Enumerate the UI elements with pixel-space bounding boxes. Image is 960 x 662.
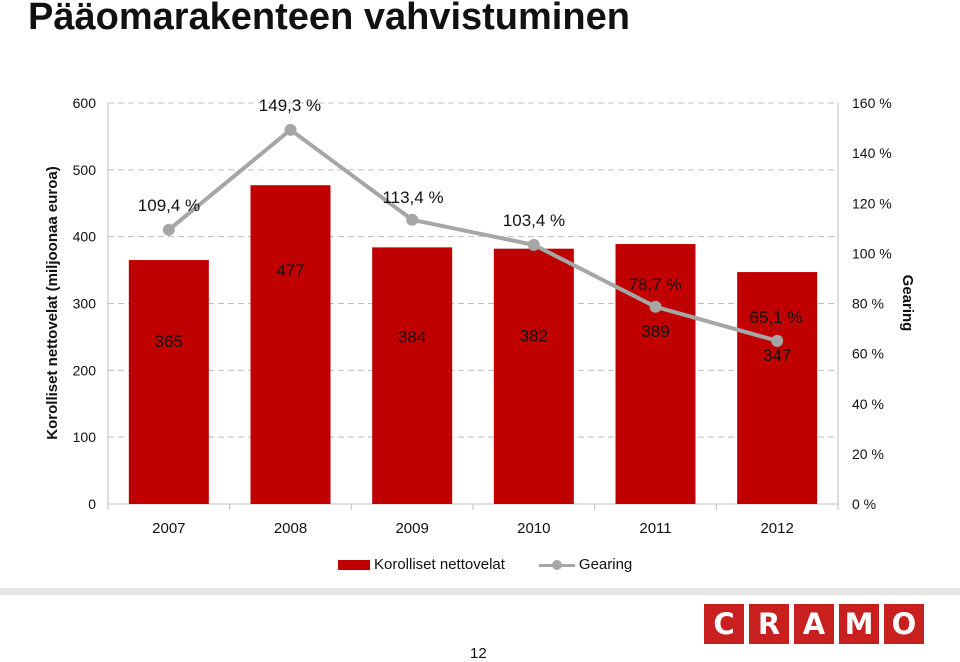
- y2-tick-label: 140 %: [852, 145, 892, 161]
- y-tick-label: 400: [73, 229, 97, 245]
- gearing-value-label: 113,4 %: [382, 188, 443, 207]
- bar-value-label: 347: [763, 346, 791, 365]
- y-tick-label: 500: [73, 162, 97, 178]
- gearing-point: [284, 123, 297, 136]
- bar-value-label: 365: [155, 332, 183, 351]
- x-tick-label: 2007: [152, 520, 185, 537]
- x-tick-label: 2008: [274, 520, 307, 537]
- gearing-point: [527, 238, 540, 251]
- bar-value-label: 389: [641, 322, 669, 341]
- y-tick-label: 600: [73, 95, 97, 111]
- bar: [737, 272, 818, 504]
- bar-value-label: 477: [276, 261, 304, 280]
- bar-series: [128, 185, 818, 505]
- legend: Korolliset nettovelat Gearing: [338, 556, 632, 573]
- y2-tick-label: 160 %: [852, 95, 892, 111]
- bar: [250, 185, 331, 504]
- bar-value-label: 382: [520, 327, 548, 346]
- x-tick-label: 2010: [517, 520, 550, 537]
- y-tick-label: 200: [73, 362, 97, 378]
- axes: 0 100 200 300 400 500 600 0 % 20 % 40 % 60 % 80 % 10…: [44, 95, 916, 537]
- y2-tick-label: 100 %: [852, 245, 892, 261]
- page-number: 12: [470, 645, 487, 662]
- y2-tick-label: 0 %: [852, 496, 876, 512]
- y-axis-title: Korolliset nettovelat (miljoonaa euroa): [44, 166, 61, 439]
- logo-letter: R: [749, 604, 789, 644]
- legend-line-swatch: [538, 559, 575, 570]
- bar: [615, 244, 696, 505]
- cramo-logo: C R A M O: [704, 604, 924, 644]
- gearing-point: [162, 223, 175, 236]
- gearing-point: [771, 334, 784, 347]
- gearing-point: [649, 300, 662, 313]
- legend-bar-label: Korolliset nettovelat: [374, 556, 505, 573]
- gearing-value-label: 78,7 %: [629, 275, 682, 294]
- gearing-value-label: 109,4 %: [138, 196, 200, 215]
- bar: [493, 248, 574, 504]
- y-tick-label: 100: [73, 429, 97, 445]
- gearing-point: [406, 213, 419, 226]
- x-tick-label: 2009: [395, 520, 428, 537]
- page-title: Pääomarakenteen vahvistuminen: [28, 0, 630, 38]
- logo-letter: M: [839, 604, 879, 644]
- y2-tick-label: 40 %: [852, 396, 884, 412]
- gearing-series: [162, 123, 784, 347]
- gearing-value-label: 149,3 %: [259, 96, 321, 115]
- data-labels: 365 477 384 382 389 347 109,4 % 149,3 % 113,4 % 1…: [138, 96, 803, 365]
- chart: 0 100 200 300 400 500 600 0 % 20 % 40 % 60 % 80 % 10…: [44, 95, 916, 537]
- bar: [128, 260, 209, 504]
- x-tick-label: 2011: [639, 520, 671, 537]
- bar: [372, 247, 453, 505]
- gridlines: [108, 102, 838, 438]
- footer-divider: [0, 588, 960, 595]
- legend-bar-swatch: [338, 559, 370, 570]
- y2-tick-label: 80 %: [852, 296, 884, 312]
- bar-value-label: 384: [398, 327, 426, 346]
- y-tick-label: 0: [88, 496, 96, 512]
- y2-tick-label: 120 %: [852, 195, 892, 211]
- gearing-value-label: 65,1 %: [750, 308, 803, 327]
- logo-letter: A: [794, 604, 834, 644]
- y2-tick-label: 60 %: [852, 346, 884, 362]
- y-tick-label: 300: [73, 296, 97, 312]
- gearing-value-label: 103,4 %: [503, 211, 565, 230]
- logo-letter: O: [884, 604, 924, 644]
- y2-axis-title: Gearing: [899, 275, 916, 332]
- logo-letter: C: [704, 604, 744, 644]
- x-tick-label: 2012: [760, 520, 793, 537]
- legend-line-label: Gearing: [578, 556, 633, 573]
- y2-tick-label: 20 %: [852, 446, 884, 462]
- gearing-line: [167, 127, 778, 343]
